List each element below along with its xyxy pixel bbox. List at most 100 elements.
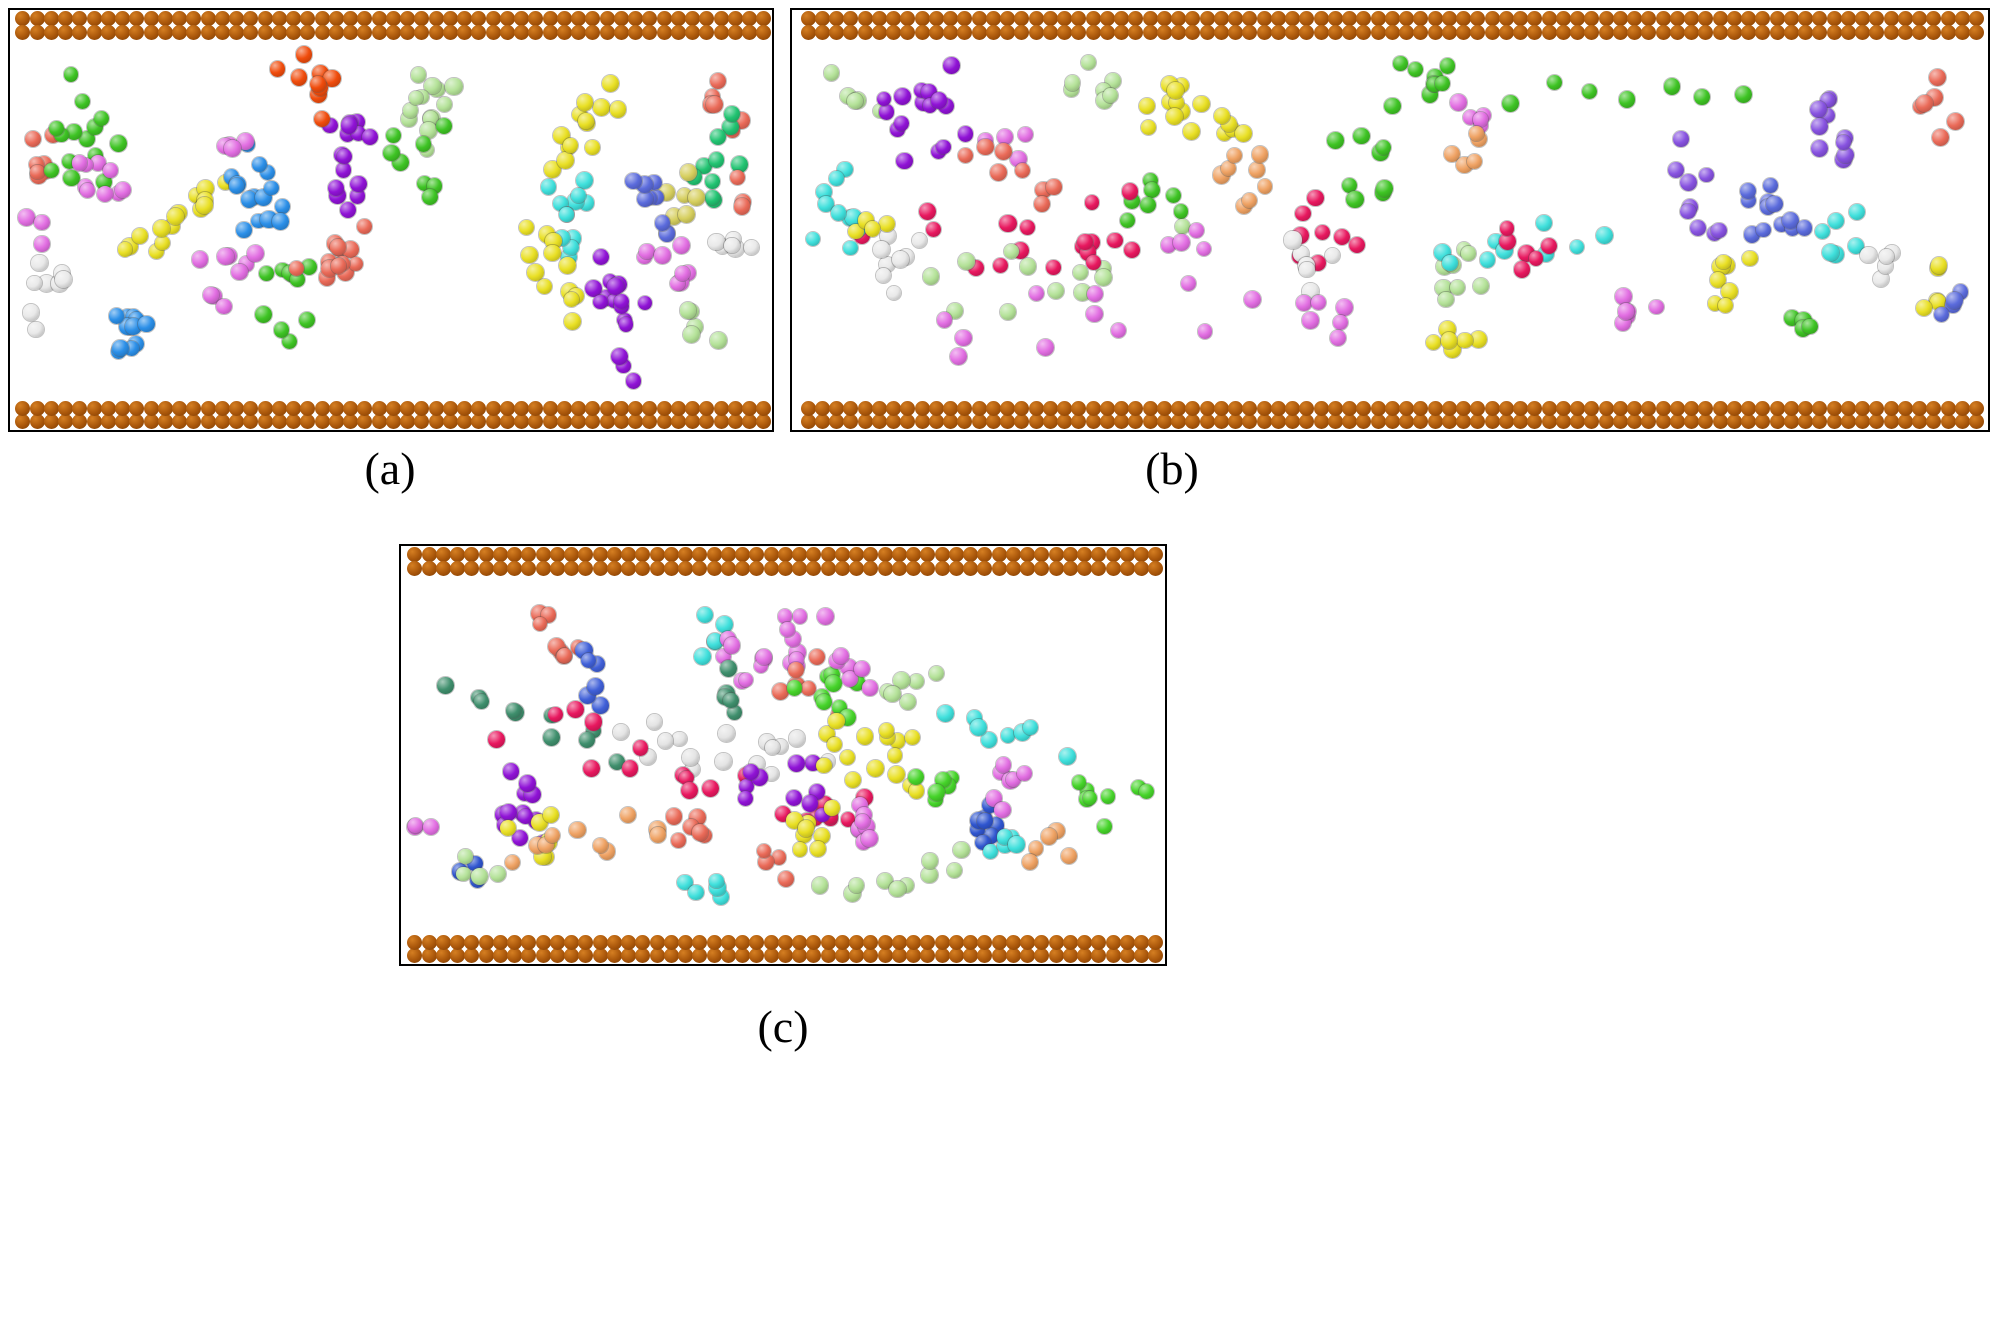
particle <box>79 131 95 147</box>
wall-bead <box>877 934 893 950</box>
particle <box>341 241 359 258</box>
particle <box>1095 268 1113 286</box>
wall-bead <box>507 948 523 963</box>
wall-bead <box>1034 560 1050 576</box>
wall-bead <box>1741 400 1757 416</box>
wall-bead <box>385 414 401 429</box>
particle <box>1257 179 1273 195</box>
wall-bead <box>1327 11 1343 26</box>
wall-bead <box>1256 24 1272 40</box>
wall-bead <box>706 560 722 576</box>
wall-bead <box>635 934 651 950</box>
wall-bead <box>1028 400 1044 416</box>
particle <box>1615 288 1633 305</box>
wall-bead <box>1256 414 1272 429</box>
wall-bead <box>1427 414 1443 429</box>
wall-bead <box>1484 414 1500 429</box>
wall-bead <box>499 400 515 416</box>
wall-bead <box>328 400 344 416</box>
wall-bead <box>1627 11 1643 26</box>
wall-bead <box>663 934 679 950</box>
wall-bead <box>1285 24 1301 40</box>
particle <box>899 694 916 711</box>
particle <box>1022 720 1038 735</box>
wall-bead <box>628 11 644 26</box>
particle <box>607 278 625 296</box>
wall-bead <box>1826 414 1842 429</box>
wall-bead <box>991 560 1007 576</box>
wall-bead <box>792 934 808 950</box>
wall-bead <box>592 934 608 950</box>
wall-bead <box>1883 24 1899 40</box>
wall-bead <box>948 560 964 576</box>
particle <box>1329 329 1346 346</box>
particle <box>1442 254 1459 271</box>
particle <box>217 248 234 266</box>
wall-bead <box>1484 11 1500 26</box>
wall-bead <box>1005 934 1021 950</box>
wall-bead <box>115 414 131 429</box>
wall-bead <box>300 414 316 429</box>
particle <box>780 622 795 637</box>
particle <box>1756 222 1771 238</box>
wall-bead <box>1034 934 1050 950</box>
particle <box>236 222 252 238</box>
wall-bead <box>977 934 993 950</box>
wall-bead <box>507 934 523 950</box>
wall-bead <box>457 11 473 26</box>
wall-bead <box>157 414 173 429</box>
particle <box>1536 215 1553 232</box>
wall-bead <box>1105 560 1121 576</box>
wall-bead <box>957 400 973 416</box>
wall-bead <box>692 560 708 576</box>
particle <box>921 867 938 884</box>
wall-bead <box>1698 11 1714 26</box>
particle <box>1327 131 1344 149</box>
wall-bead <box>421 560 437 576</box>
particle <box>112 339 129 356</box>
particle <box>701 779 719 797</box>
particle <box>688 884 705 901</box>
particle <box>1569 239 1585 255</box>
wall-bead <box>1698 24 1714 40</box>
wall-bead <box>1855 414 1871 429</box>
particle <box>665 808 683 826</box>
particle <box>1251 146 1269 163</box>
wall-bead <box>1470 24 1486 40</box>
wall-bead <box>934 560 950 576</box>
particle <box>269 61 286 78</box>
wall-bead <box>1812 24 1828 40</box>
particle <box>1809 101 1827 119</box>
wall-bead <box>186 24 202 40</box>
wall-bead <box>1627 414 1643 429</box>
particle <box>587 678 604 696</box>
wall-bead <box>971 11 987 26</box>
wall-bead <box>257 414 273 429</box>
particle <box>878 104 895 120</box>
particle <box>1241 193 1257 209</box>
wall-bead <box>920 547 936 562</box>
wall-bead <box>1171 11 1187 26</box>
particle <box>724 237 740 253</box>
wall-bead <box>1684 414 1700 429</box>
wall-bead <box>692 948 708 963</box>
particle <box>1081 55 1097 71</box>
wall-bead <box>1042 414 1058 429</box>
wall-bead <box>720 560 736 576</box>
wall-bead <box>1826 400 1842 416</box>
particle <box>301 258 318 275</box>
wall-bead <box>1028 11 1044 26</box>
wall-bead <box>578 560 594 576</box>
wall-bead <box>571 24 587 40</box>
wall-bead <box>891 948 907 963</box>
wall-bead <box>1242 24 1258 40</box>
wall-bead <box>820 560 836 576</box>
wall-bead <box>1327 414 1343 429</box>
wall-bead <box>1826 24 1842 40</box>
wall-bead <box>685 400 701 416</box>
wall-bead <box>86 400 102 416</box>
particle <box>518 809 533 825</box>
wall-bead <box>1042 400 1058 416</box>
wall-bead <box>1005 547 1021 562</box>
wall-bead <box>1285 11 1301 26</box>
